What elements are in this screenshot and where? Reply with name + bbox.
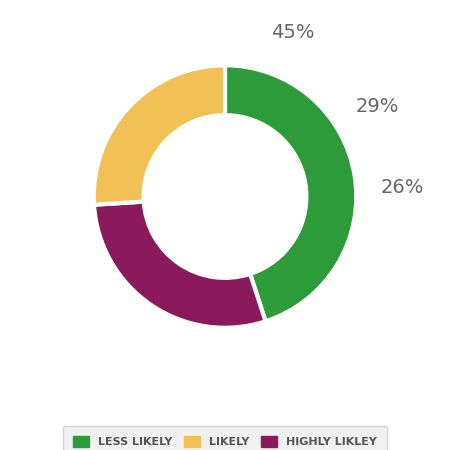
Wedge shape: [225, 65, 356, 321]
Text: 26%: 26%: [380, 178, 423, 197]
Wedge shape: [94, 65, 225, 205]
Legend: LESS LIKELY, LIKELY, HIGHLY LIKLEY: LESS LIKELY, LIKELY, HIGHLY LIKLEY: [63, 426, 387, 450]
Wedge shape: [94, 202, 266, 328]
Text: 45%: 45%: [271, 23, 315, 42]
Text: 29%: 29%: [356, 97, 399, 116]
